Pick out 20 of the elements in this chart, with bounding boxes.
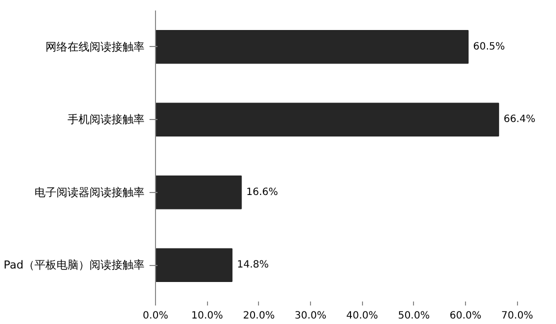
data-label: 60.5% bbox=[473, 41, 505, 52]
bar bbox=[156, 176, 242, 210]
x-tick-label: 10.0% bbox=[191, 310, 224, 322]
x-tick-label: 20.0% bbox=[242, 310, 275, 322]
y-tick-label: Pad（平板电脑）阅读接触率 bbox=[4, 258, 145, 272]
data-label: 16.6% bbox=[246, 186, 278, 198]
x-tick-label: 50.0% bbox=[398, 310, 430, 322]
y-tick-label: 电子阅读器阅读接触率 bbox=[34, 186, 144, 199]
bar bbox=[156, 30, 469, 64]
x-tick-label: 0.0% bbox=[142, 310, 168, 322]
x-tick-label: 60.0% bbox=[450, 310, 482, 322]
x-tick-label: 30.0% bbox=[294, 310, 326, 322]
data-label: 66.4% bbox=[504, 114, 536, 126]
y-tick-label: 网络在线阅读接触率 bbox=[46, 40, 144, 54]
y-tick-label: 手机阅读接触率 bbox=[68, 113, 144, 126]
bar bbox=[156, 102, 500, 136]
x-tick-label: 70.0% bbox=[501, 310, 534, 322]
data-label: 14.8% bbox=[236, 260, 269, 271]
x-tick-label: 40.0% bbox=[346, 310, 378, 322]
bar bbox=[156, 248, 232, 282]
